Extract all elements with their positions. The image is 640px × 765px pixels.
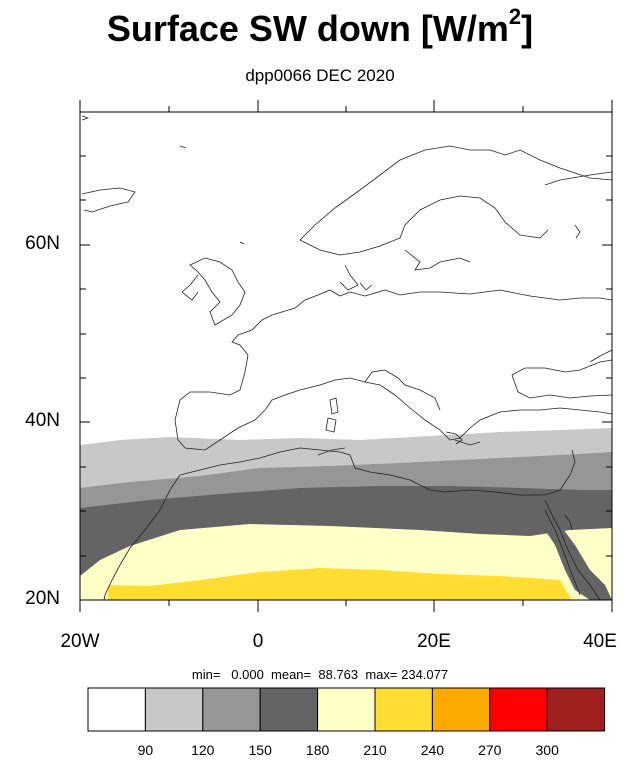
lon-ticks <box>79 100 613 612</box>
colorbar-box <box>202 687 261 732</box>
colorbar-box <box>259 687 319 732</box>
stats-line: min= 0.000 mean= 88.763 max= 234.077 <box>191 667 449 682</box>
colorbar-label: 180 <box>305 742 330 758</box>
title-superscript: 2 <box>508 4 522 29</box>
map-subtitle: dpp0066 DEC 2020 <box>245 66 395 85</box>
colorbar-box <box>546 687 606 732</box>
colorbar-box <box>489 687 548 732</box>
map-panel <box>79 100 613 612</box>
map-title: Surface SW down [W/m2] <box>0 4 640 50</box>
colorbar-label: 270 <box>478 742 502 758</box>
lat-label-20n: 20N <box>25 588 60 609</box>
lon-label-20e: 20E <box>417 631 451 652</box>
lat-label-60n: 60N <box>25 233 60 254</box>
title-text: Surface SW down [W/m <box>106 8 509 49</box>
colorbar-box <box>374 687 433 732</box>
red-sea-shading <box>545 515 612 600</box>
colorbar-box <box>87 687 146 732</box>
colorbar-box <box>317 687 376 732</box>
lon-label-20w: 20W <box>60 631 100 652</box>
band-210-240 <box>108 568 572 600</box>
colorbar-label: 150 <box>248 742 272 758</box>
colorbar-box <box>144 687 204 732</box>
colorbar-label: 120 <box>191 742 215 758</box>
lon-label-40e: 40E <box>583 631 617 652</box>
colorbar-label: 210 <box>363 742 387 758</box>
title-close: ] <box>521 8 534 49</box>
colorbar-label: 240 <box>420 742 445 758</box>
colorbar <box>87 687 606 732</box>
colorbar-label: 90 <box>137 742 154 758</box>
lon-label-0: 0 <box>252 631 264 652</box>
lat-label-40n: 40N <box>25 410 60 431</box>
colorbar-label: 300 <box>535 742 559 758</box>
colorbar-box <box>431 687 491 732</box>
coastlines <box>81 115 612 600</box>
